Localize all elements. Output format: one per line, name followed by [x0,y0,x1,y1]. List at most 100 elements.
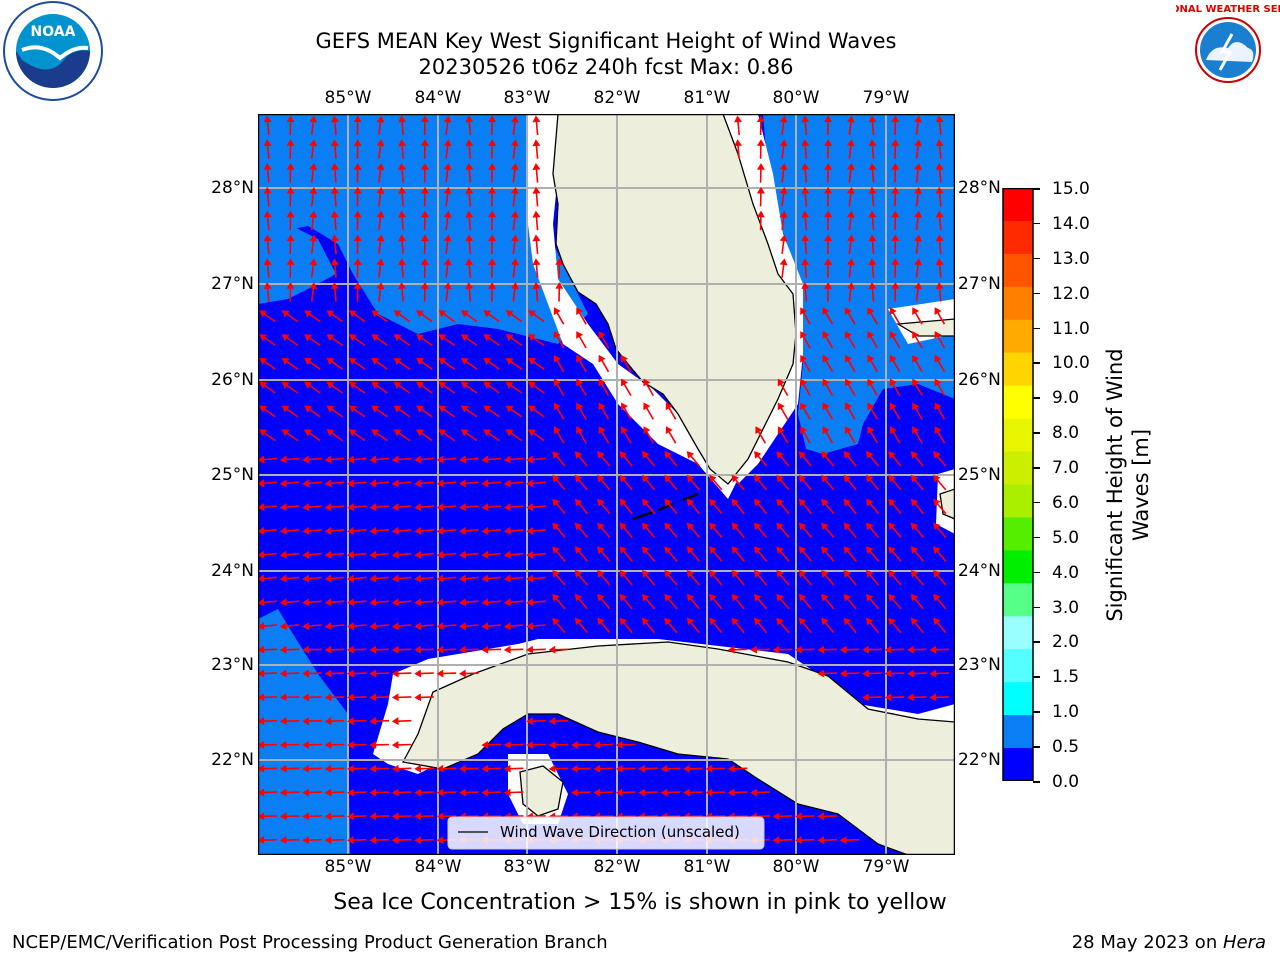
wave-direction-arrowhead [324,812,332,821]
wave-direction-arrowhead [393,405,402,413]
wave-direction-arrowhead [286,234,295,242]
wave-direction-arrowhead [302,574,310,583]
wave-direction-arrowhead [259,310,268,318]
wave-direction-arrowhead [934,307,942,316]
wave-direction-arrowhead [443,210,452,218]
wave-direction-arrowhead [414,788,422,797]
wave-direction-arrowhead [776,474,784,483]
wave-direction-arrowhead [643,378,651,387]
wave-direction-arrowhead [731,522,739,531]
wave-direction-arrowhead [347,788,354,797]
wave-direction-arrowhead [800,426,808,435]
wave-direction-arrowhead [929,669,937,678]
wave-direction-arrowhead [353,163,362,170]
colorbar-segment [1003,220,1033,255]
chart-title: GEFS MEAN Key West Significant Height of… [315,29,897,53]
wave-direction-arrowhead [503,574,511,583]
wave-direction-arrowhead [552,522,560,531]
wave-direction-arrowhead [824,186,833,194]
colorbar-tick-label: 14.0 [1052,213,1090,234]
wave-direction-arrowhead [443,186,452,194]
wave-direction-arrowhead [526,598,534,607]
colorbar-title: Significant Height of Wind Waves [m] [1103,348,1153,622]
wave-direction-arrowhead [615,764,623,773]
wave-direction-arrowhead [488,115,497,123]
wave-direction-arrowhead [510,186,519,194]
wave-direction-arrowhead [443,282,452,290]
wave-direction-arrowhead [391,645,399,654]
wave-direction-arrowhead [914,234,923,242]
wave-direction-arrowhead [798,474,807,483]
wave-direction-arrowhead [348,381,357,389]
colorbar-tick-label: 0.0 [1052,772,1080,792]
wave-direction-arrowhead [369,693,377,702]
wave-direction-arrowhead [369,622,377,631]
wave-direction-arrowhead [846,258,855,266]
wave-direction-arrowhead [438,334,447,342]
wave-direction-arrowhead [865,451,874,459]
wave-direction-arrowhead [353,282,362,289]
wave-direction-arrowhead [258,764,265,773]
colorbar-segment [1003,616,1033,650]
lat-tick-right: 28°N [958,178,1001,198]
wave-direction-arrowhead [263,282,272,290]
wave-direction-arrowhead [369,598,377,607]
wave-direction-arrowhead [619,522,627,531]
wave-direction-arrowhead [286,163,295,170]
wave-direction-arrowhead [553,426,561,435]
wave-direction-arrowhead [641,617,650,626]
wave-direction-arrowhead [867,378,875,387]
wave-direction-arrowhead [709,546,717,554]
wave-direction-arrowhead [420,186,429,194]
wave-direction-arrowhead [369,669,377,678]
wave-direction-arrowhead [459,788,466,797]
wave-direction-arrowhead [398,115,407,123]
wave-direction-arrowhead [414,764,422,773]
wave-direction-arrowhead [753,570,762,578]
wave-direction-arrowhead [910,570,919,578]
wave-direction-arrowhead [683,788,690,797]
wave-direction-arrowhead [416,357,424,366]
wave-direction-arrowhead [302,812,310,821]
wave-direction-arrowhead [844,426,852,435]
wave-direction-arrowhead [376,258,385,266]
wave-direction-arrowhead [438,357,447,366]
wave-direction-arrowhead [302,717,310,726]
wave-direction-arrowhead [302,479,310,488]
wave-direction-arrowhead [281,381,290,389]
wave-direction-arrowhead [935,282,944,290]
lat-tick-right: 26°N [958,370,1001,390]
wave-direction-arrowhead [279,645,287,654]
wave-direction-arrowhead [526,645,534,654]
wave-direction-arrowhead [532,234,541,242]
wave-direction-arrowhead [868,186,877,194]
wave-direction-arrowhead [597,570,605,578]
wave-direction-arrowhead [302,598,310,607]
wave-direction-arrowhead [483,310,492,318]
colorbar [1002,188,1034,781]
wave-direction-arrowhead [330,234,339,242]
wave-direction-arrowhead [615,740,623,749]
wave-direction-arrowhead [414,812,422,821]
wave-direction-arrowhead [620,354,628,363]
wave-direction-arrowhead [889,402,897,411]
colorbar-segment [1003,352,1033,387]
wave-direction-arrowhead [553,307,561,316]
wave-direction-arrowhead [844,354,852,363]
wave-direction-arrowhead [369,717,377,726]
wave-direction-arrowhead [824,139,833,146]
wave-direction-arrowhead [888,498,896,507]
wave-direction-arrowhead [929,645,937,654]
wave-direction-arrowhead [934,402,942,411]
wave-direction-arrowhead [597,593,605,602]
wave-direction-arrowhead [914,163,923,171]
wave-direction-arrowhead [353,115,362,123]
colorbar-tick [1033,257,1040,260]
wave-direction-arrowhead [574,593,583,602]
wave-direction-arrowhead [846,234,855,242]
wave-direction-arrowhead [888,451,896,459]
wave-direction-arrowhead [369,836,377,845]
wave-direction-arrowhead [263,258,272,266]
wave-direction-arrowhead [867,307,875,316]
wave-direction-arrowhead [326,334,335,342]
